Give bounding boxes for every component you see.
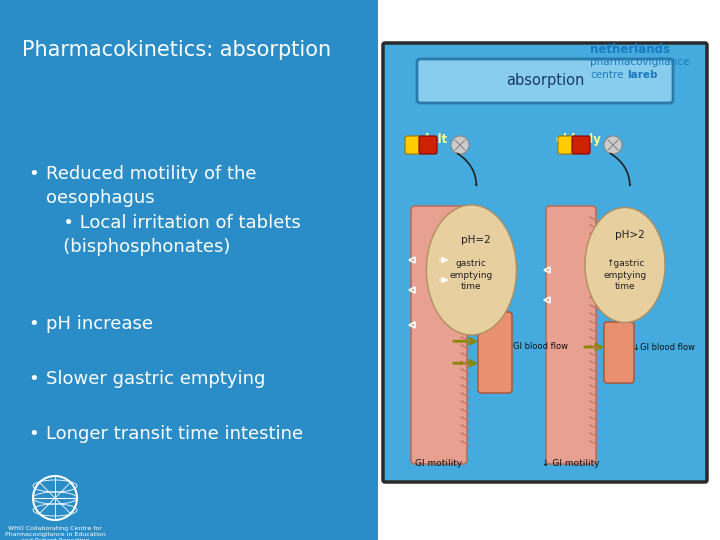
Text: ↓GI blood flow: ↓GI blood flow [633, 342, 695, 352]
Text: centre: centre [590, 70, 624, 80]
Bar [378, 0, 720, 540]
Text: •: • [28, 425, 39, 443]
Text: •: • [28, 370, 39, 388]
Text: gastric
emptying
time: gastric emptying time [450, 259, 493, 291]
Ellipse shape [426, 205, 516, 335]
Circle shape [451, 136, 469, 154]
Text: lareb: lareb [627, 70, 657, 80]
FancyBboxPatch shape [405, 136, 423, 154]
Text: Reduced motility of the
oesophagus
   • Local irritation of tablets
   (bisphosp: Reduced motility of the oesophagus • Loc… [46, 165, 301, 256]
FancyBboxPatch shape [546, 206, 596, 464]
FancyBboxPatch shape [419, 136, 437, 154]
Text: absorption: absorption [506, 73, 584, 89]
Text: pH>2: pH>2 [615, 230, 644, 240]
Circle shape [604, 136, 622, 154]
FancyArrowPatch shape [457, 153, 477, 185]
Text: adult: adult [413, 133, 447, 146]
Text: Pharmacokinetics: absorption: Pharmacokinetics: absorption [22, 40, 331, 60]
FancyBboxPatch shape [417, 59, 673, 103]
FancyBboxPatch shape [478, 312, 512, 393]
Text: elderly: elderly [555, 133, 601, 146]
Text: WHO Collaborating Centre for
Pharmacovigilance in Education
and Patient Reportin: WHO Collaborating Centre for Pharmacovig… [4, 526, 105, 540]
Text: pharmacovigilance: pharmacovigilance [590, 57, 689, 67]
Text: Slower gastric emptying: Slower gastric emptying [46, 370, 266, 388]
FancyBboxPatch shape [604, 322, 634, 383]
Text: pH increase: pH increase [46, 315, 153, 333]
Text: ↓ GI motility: ↓ GI motility [542, 459, 600, 468]
Text: ↑gastric
emptying
time: ↑gastric emptying time [603, 259, 647, 291]
Text: Longer transit time intestine: Longer transit time intestine [46, 425, 303, 443]
FancyBboxPatch shape [411, 206, 467, 464]
Ellipse shape [585, 207, 665, 322]
FancyBboxPatch shape [558, 136, 576, 154]
FancyBboxPatch shape [572, 136, 590, 154]
Text: GI blood flow: GI blood flow [513, 342, 568, 351]
Text: pH=2: pH=2 [462, 235, 491, 245]
Text: netherlands: netherlands [590, 43, 670, 56]
Text: GI motility: GI motility [415, 459, 463, 468]
Text: •: • [28, 315, 39, 333]
Text: •: • [28, 165, 39, 183]
FancyArrowPatch shape [611, 153, 630, 185]
FancyBboxPatch shape [383, 43, 707, 482]
